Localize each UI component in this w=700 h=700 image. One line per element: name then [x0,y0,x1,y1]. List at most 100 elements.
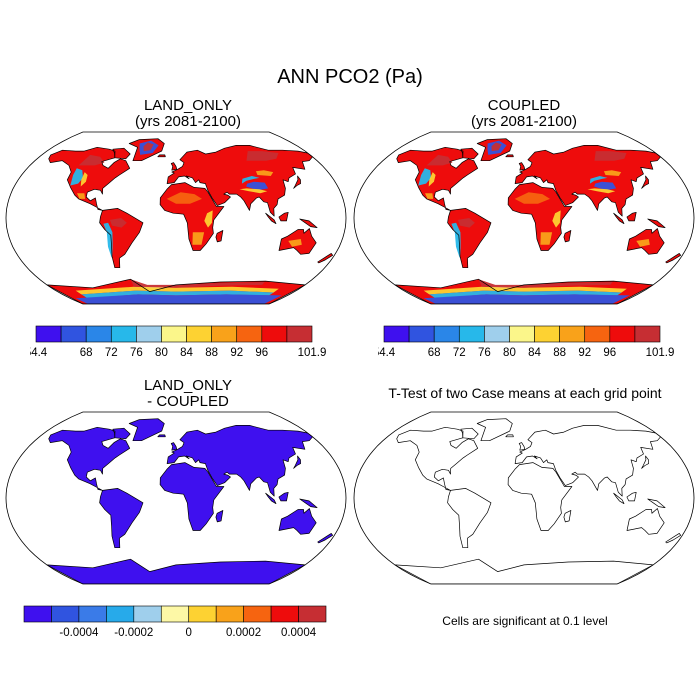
panel-title-land-only-main: LAND_ONLY [143,97,233,114]
colorbar-tick-label: 72 [453,347,466,359]
coastline-australia [626,508,665,535]
colorbar-swatch [110,325,137,343]
coastline-antarctica [394,278,654,304]
colorbar-land-only: 54.4 68 72 76 80 84 88 92 96 101.9 [30,325,326,359]
colorbar-tick-label: 76 [130,347,143,359]
colorbar-tick-label: -0.0004 [59,627,99,639]
colorbar-tick-label: 68 [428,347,441,359]
map-difference [5,411,347,585]
colorbar-tick-label: 88 [553,347,566,359]
colorbar-swatch [433,325,460,343]
colorbar-tick-label: 80 [503,347,516,359]
colorbar-tick-label: 84 [180,347,193,359]
coastline-south-america [447,488,492,549]
coastline-new-guinea [299,498,318,508]
coastline-japan [641,175,649,189]
ant-ice-band-3 [75,294,282,304]
panel-title-coupled-main: COUPLED [487,97,561,114]
colorbar-swatch [186,325,212,343]
land-eurasia [515,145,661,217]
panel-title-difference: LAND_ONLY - COUPLED [38,378,338,410]
colorbar-swatch [85,325,112,343]
coastline-madagascar [215,510,224,523]
colorbar-tick-label: 88 [205,347,218,359]
coastline-madagascar [215,230,224,243]
mongolia-region [603,170,622,176]
colorbar-difference: -0.0004 -0.0002 0 0.0002 0.0004 [23,605,327,639]
globe-outline [5,131,347,305]
land-baffin [112,148,131,159]
land-south-america [447,208,491,268]
coastline-south-america [99,488,144,549]
coastline-antarctica [394,558,654,584]
colorbar-tick-label: 0 [186,627,192,639]
mexico-warm-region [425,193,434,199]
land-new-guinea [647,219,666,228]
land-sumatra [613,213,624,224]
colorbar-swatch [243,605,272,623]
ocean-area [354,412,694,584]
significance-note: Cells are significant at 0.1 level [442,614,608,628]
coastline-greenland [128,418,165,442]
coastline-new-guinea [647,218,666,228]
coastline-borneo [626,211,637,222]
land-north-america [48,427,130,491]
colorbar-tick-label: 101.9 [646,347,675,359]
himalaya-warm-region [587,188,616,194]
coastline-eurasia [166,425,313,497]
colorbar-swatch [534,325,560,343]
colorbar-swatch [634,325,661,343]
tibet-edge-region [241,176,260,184]
colorbar-tick-label: 92 [578,347,591,359]
coastline-iceland [157,434,166,438]
coastline-madagascar [563,510,572,523]
colorbar-swatch [78,605,107,623]
colorbar-tick-label: 92 [230,347,243,359]
coastline-borneo [278,491,289,502]
colorbar-tick-label: 96 [603,347,616,359]
figure-title: ANN PCO2 (Pa) [277,66,423,88]
rockies-warm-region [428,172,436,187]
colorbar-swatch [484,325,510,343]
rockies-region [418,168,431,186]
colorbar-tick-label: 0.0002 [226,627,261,639]
colorbar-swatch [188,605,217,623]
land-new-guinea [299,219,318,228]
coastline-japan [641,455,649,469]
southern-africa-region [192,232,205,245]
ant-red-coast [478,279,613,288]
land-new-guinea [299,499,318,508]
coastline-iceland [157,154,166,158]
sahara-warm-region [166,192,202,204]
coastline-baffin [112,427,131,440]
tibet-region [594,181,617,191]
colorbar-swatch [23,605,52,623]
coastline-borneo [626,491,637,502]
coastline-antarctica [46,558,306,584]
coastline-greenland [128,138,165,162]
colorbar-tick-label: 72 [105,347,118,359]
coastline-baffin [460,147,479,160]
colorbar-swatch [298,605,327,623]
land-sumatra [265,213,276,224]
colorbar-swatch [559,325,586,343]
coastline-sumatra [613,492,625,505]
amazon-dark-region [109,218,127,228]
coastline-africa [159,182,225,251]
panel-title-land-only-sub: (yrs 2081-2100) [135,113,241,130]
tibet-region [246,181,269,191]
land-north-america [48,147,130,211]
colorbar-swatch [509,325,535,343]
panel-title-difference-main: LAND_ONLY [143,377,233,394]
land-iceland [157,434,166,437]
coastline-baffin [460,427,479,440]
coastline-africa [159,462,225,531]
amazon-dark-region [457,218,475,228]
colorbar-swatch [60,325,87,343]
coastline-japan [293,455,301,469]
mexico-warm-region [77,193,86,199]
greenland-core-region [491,142,502,152]
andes-region [103,222,113,259]
coastline-new-zealand [317,253,334,264]
east-africa-region [552,210,561,228]
